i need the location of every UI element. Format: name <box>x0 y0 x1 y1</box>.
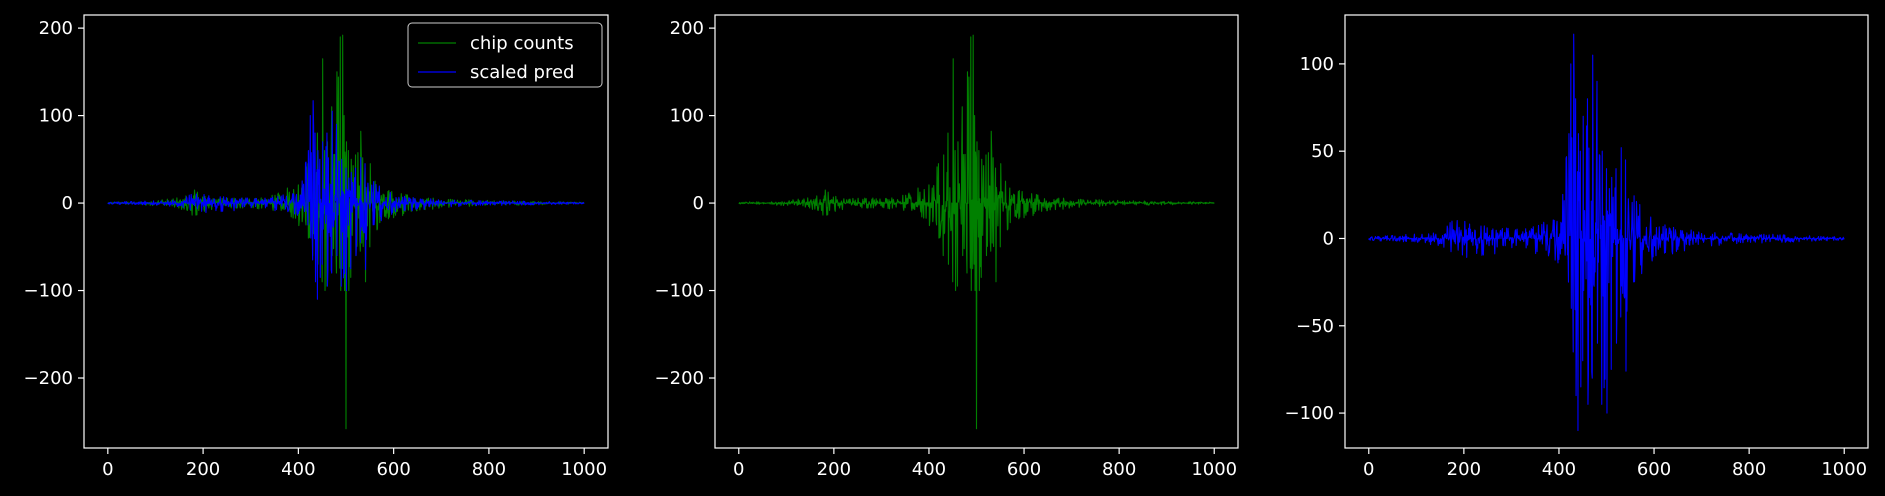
plot-area-2 <box>738 34 1215 430</box>
series-line-scaled-pred <box>107 100 585 300</box>
axes-frame <box>1344 14 1869 449</box>
y-tick-label: −100 <box>24 281 73 302</box>
legend-box <box>407 22 603 88</box>
x-tick-label: 600 <box>1637 459 1671 480</box>
y-tick-label: 200 <box>670 18 704 39</box>
y-tick-label: 100 <box>670 106 704 127</box>
x-tick-label: 800 <box>1732 459 1766 480</box>
x-tick-label: 0 <box>102 459 113 480</box>
y-tick-label: 100 <box>39 106 73 127</box>
x-tick-label: 0 <box>1363 459 1374 480</box>
y-tick-label: −200 <box>655 368 704 389</box>
x-tick-label: 1000 <box>561 459 607 480</box>
plot-area-3 <box>1368 33 1845 432</box>
y-tick-label: 0 <box>1323 228 1334 249</box>
x-tick-label: 200 <box>1447 459 1481 480</box>
series-line-chip-counts <box>738 34 1215 430</box>
y-tick-label: −50 <box>1296 316 1334 337</box>
chart-panel-2: 0 200 400 600 800 1000 −200 −100 0 100 200 <box>655 14 1239 480</box>
plot-area-1 <box>107 34 585 430</box>
x-tick-label: 600 <box>1007 459 1041 480</box>
legend-label-scaled-pred: scaled pred <box>470 62 574 83</box>
x-tick-label: 200 <box>817 459 851 480</box>
y-tick-label: 100 <box>1300 54 1334 75</box>
x-tick-label: 1000 <box>1191 459 1237 480</box>
x-tick-label: 1000 <box>1821 459 1867 480</box>
chart-panel-3: 0 200 400 600 800 1000 −100 −50 0 50 100 <box>1285 14 1869 480</box>
y-tick-label: 0 <box>62 193 73 214</box>
x-tick-label: 0 <box>733 459 744 480</box>
x-tick-label: 400 <box>912 459 946 480</box>
x-tick-label: 800 <box>472 459 506 480</box>
y-tick-label: 200 <box>39 18 73 39</box>
x-tick-label: 200 <box>186 459 220 480</box>
x-tick-label: 800 <box>1102 459 1136 480</box>
legend: chip counts scaled pred <box>407 22 603 88</box>
x-tick-label: 400 <box>1542 459 1576 480</box>
legend-label-chip-counts: chip counts <box>470 33 574 54</box>
y-tick-label: 0 <box>693 193 704 214</box>
x-tick-label: 400 <box>281 459 315 480</box>
y-tick-label: 50 <box>1311 141 1334 162</box>
chart-panel-1: 0 200 400 600 800 1000 −200 −100 0 100 200 chip cou… <box>24 14 609 480</box>
y-tick-label: −100 <box>655 281 704 302</box>
x-tick-label: 600 <box>376 459 410 480</box>
axes-frame <box>714 14 1239 449</box>
y-tick-label: −200 <box>24 368 73 389</box>
y-tick-label: −100 <box>1285 403 1334 424</box>
series-line-scaled-pred <box>1368 33 1845 432</box>
axes-frame <box>83 14 609 449</box>
